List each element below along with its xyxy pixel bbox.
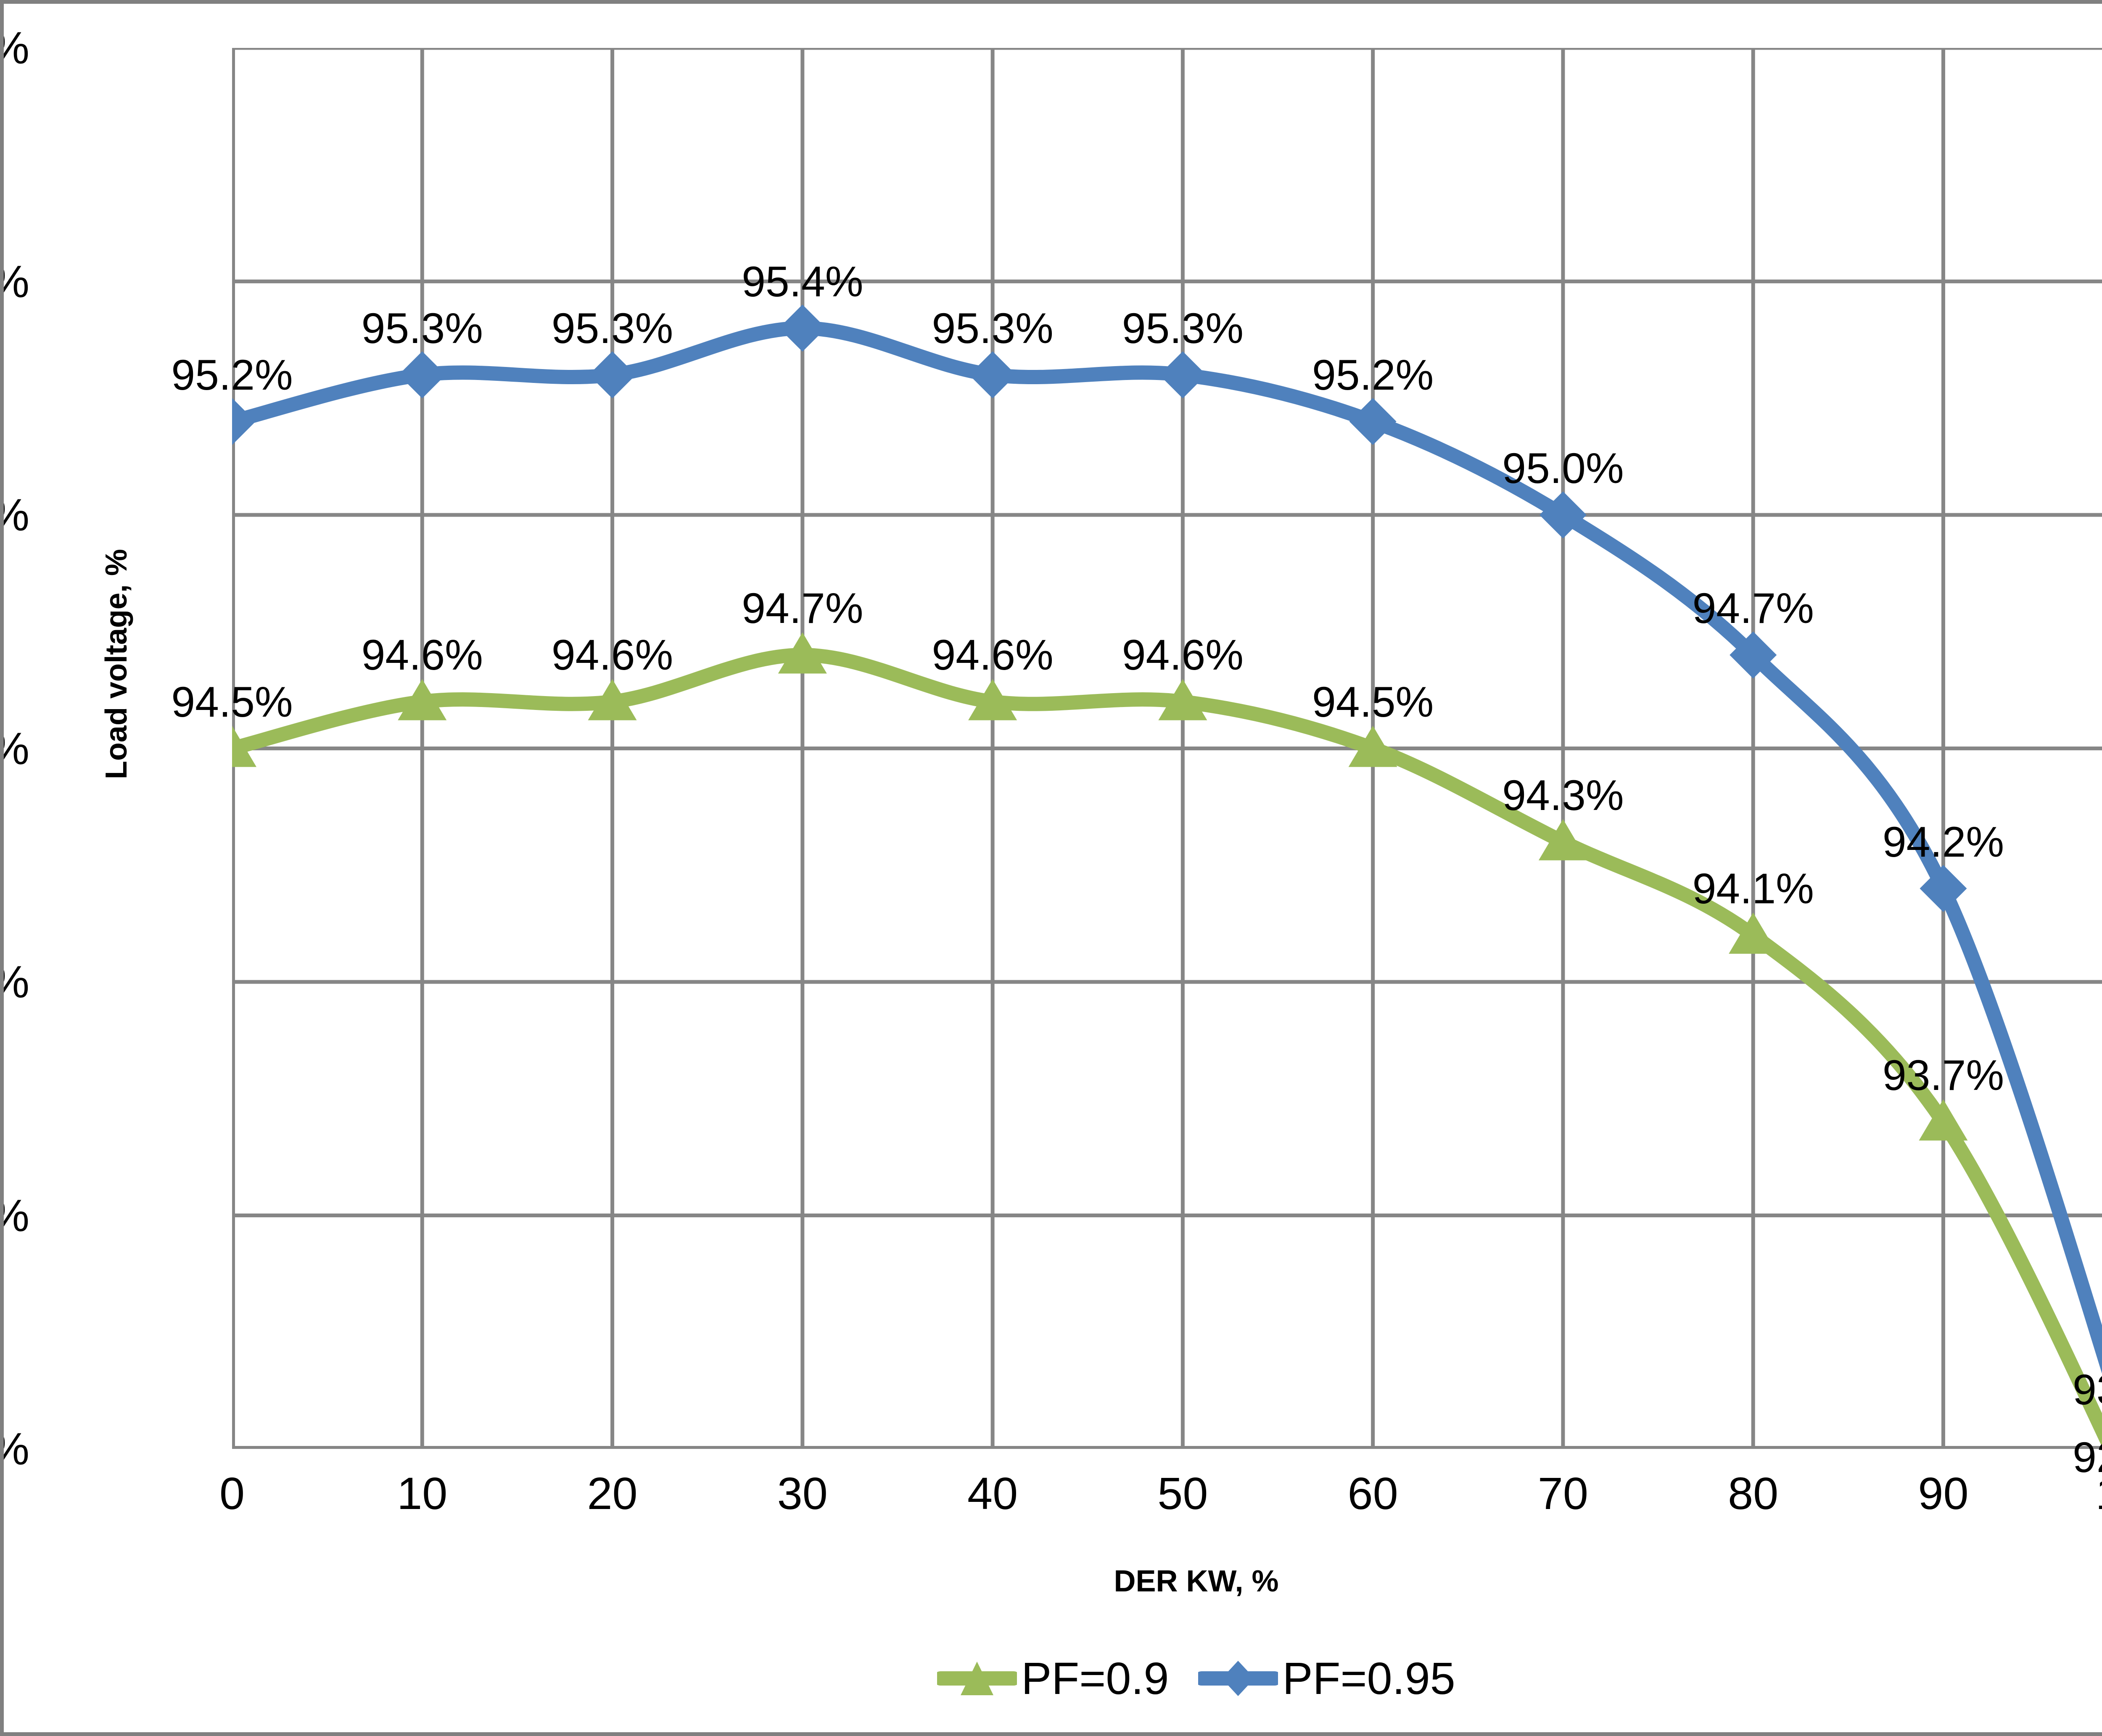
data-point-marker[interactable] — [1349, 398, 1397, 445]
data-point-label: 94.5% — [171, 678, 293, 726]
data-point-marker[interactable] — [1730, 631, 1777, 679]
legend-label: PF=0.95 — [1282, 1653, 1455, 1704]
data-point-label: 95.4% — [742, 257, 864, 306]
legend-entry[interactable]: PF=0.95 — [1198, 1656, 1455, 1701]
data-point-label: 94.7% — [742, 584, 864, 633]
data-point-label: 95.2% — [171, 351, 293, 399]
data-point-label: 95.0% — [1502, 444, 1624, 492]
x-axis-title: DER KW, % — [1114, 1565, 1279, 1598]
y-axis-title: Load voltage, % — [100, 549, 133, 780]
data-point-marker[interactable] — [968, 679, 1017, 720]
x-axis-tick-label: 90 — [1918, 1468, 1969, 1519]
data-point-label: 94.6% — [361, 631, 483, 679]
data-point-marker[interactable] — [232, 398, 256, 445]
vertical-gridlines — [232, 48, 1945, 1449]
data-point-label: 95.3% — [361, 304, 483, 352]
series-line-pf-0-95 — [232, 321, 2102, 1374]
data-point-label: 95.2% — [1312, 351, 1434, 399]
series-markers — [232, 304, 1968, 1141]
x-axis-tick-label: 100 — [2070, 1471, 2102, 1516]
triangle-marker-icon — [937, 1662, 1017, 1695]
data-point-marker[interactable] — [1920, 865, 1967, 912]
data-point-label: 95.3% — [551, 304, 673, 352]
data-point-label: 94.6% — [932, 631, 1054, 679]
data-point-marker[interactable] — [399, 351, 446, 398]
x-axis-tick-label: 10 — [397, 1468, 448, 1519]
x-axis-tick-label: 60 — [1347, 1468, 1398, 1519]
x-axis-tick-label: 80 — [1728, 1468, 1779, 1519]
data-point-label: 94.2% — [1882, 818, 2004, 866]
data-point-marker[interactable] — [1158, 679, 1207, 720]
x-axis-tick-label: 30 — [777, 1468, 828, 1519]
y-axis-tick-label: 94% — [4, 959, 29, 1005]
y-axis-tick-label: 93% — [4, 1193, 29, 1238]
data-point-label: 93.0% — [2073, 1366, 2102, 1414]
data-point-label: 94.3% — [1502, 771, 1624, 819]
diamond-marker-icon — [1198, 1661, 1278, 1696]
data-point-marker[interactable] — [969, 351, 1017, 398]
data-point-marker[interactable] — [1729, 913, 1778, 954]
y-axis-tick-label: 95% — [4, 259, 29, 304]
data-point-marker[interactable] — [232, 726, 256, 767]
data-point-marker[interactable] — [398, 679, 447, 720]
data-point-label: 94.6% — [1122, 631, 1244, 679]
data-point-marker[interactable] — [778, 632, 827, 674]
data-point-label: 92.9% — [2073, 1433, 2102, 1482]
chart-legend: PF=0.9 PF=0.95 — [4, 1656, 2102, 1701]
y-axis-tick-label: 94% — [4, 726, 29, 771]
y-axis-tick-label: 96% — [4, 25, 29, 71]
x-axis-tick-label: 20 — [587, 1468, 638, 1519]
data-point-label: 94.6% — [551, 631, 673, 679]
plot-svg — [232, 48, 2102, 1449]
y-axis-tick-label: 93% — [4, 1426, 29, 1472]
data-point-label: 94.7% — [1692, 584, 1814, 633]
data-point-label: 94.1% — [1692, 864, 1814, 913]
x-axis-tick-label: 40 — [967, 1468, 1018, 1519]
horizontal-gridlines — [232, 48, 2102, 1449]
data-point-label: 94.5% — [1312, 678, 1434, 726]
data-point-marker[interactable] — [1538, 819, 1587, 860]
data-point-marker[interactable] — [779, 304, 826, 352]
data-point-label: 93.7% — [1882, 1051, 2004, 1100]
data-point-label: 95.3% — [1122, 304, 1244, 352]
plot-area — [232, 48, 2102, 1449]
series-lines — [232, 321, 2102, 1447]
data-point-marker[interactable] — [1539, 491, 1587, 538]
y-axis-tick-label: 95% — [4, 492, 29, 538]
data-point-marker[interactable] — [588, 679, 637, 720]
x-axis-tick-label: 50 — [1157, 1468, 1208, 1519]
series-line-pf-0-9 — [232, 648, 2102, 1447]
x-axis-tick-label: 70 — [1537, 1468, 1588, 1519]
x-axis-tick-label: 0 — [219, 1468, 245, 1519]
legend-label: PF=0.9 — [1021, 1653, 1169, 1704]
legend-entry[interactable]: PF=0.9 — [937, 1656, 1169, 1701]
data-point-marker[interactable] — [1919, 1099, 1968, 1141]
data-point-marker[interactable] — [1348, 726, 1397, 767]
data-point-label: 95.3% — [932, 304, 1054, 352]
data-point-marker[interactable] — [589, 351, 636, 398]
data-point-marker[interactable] — [1159, 351, 1207, 398]
